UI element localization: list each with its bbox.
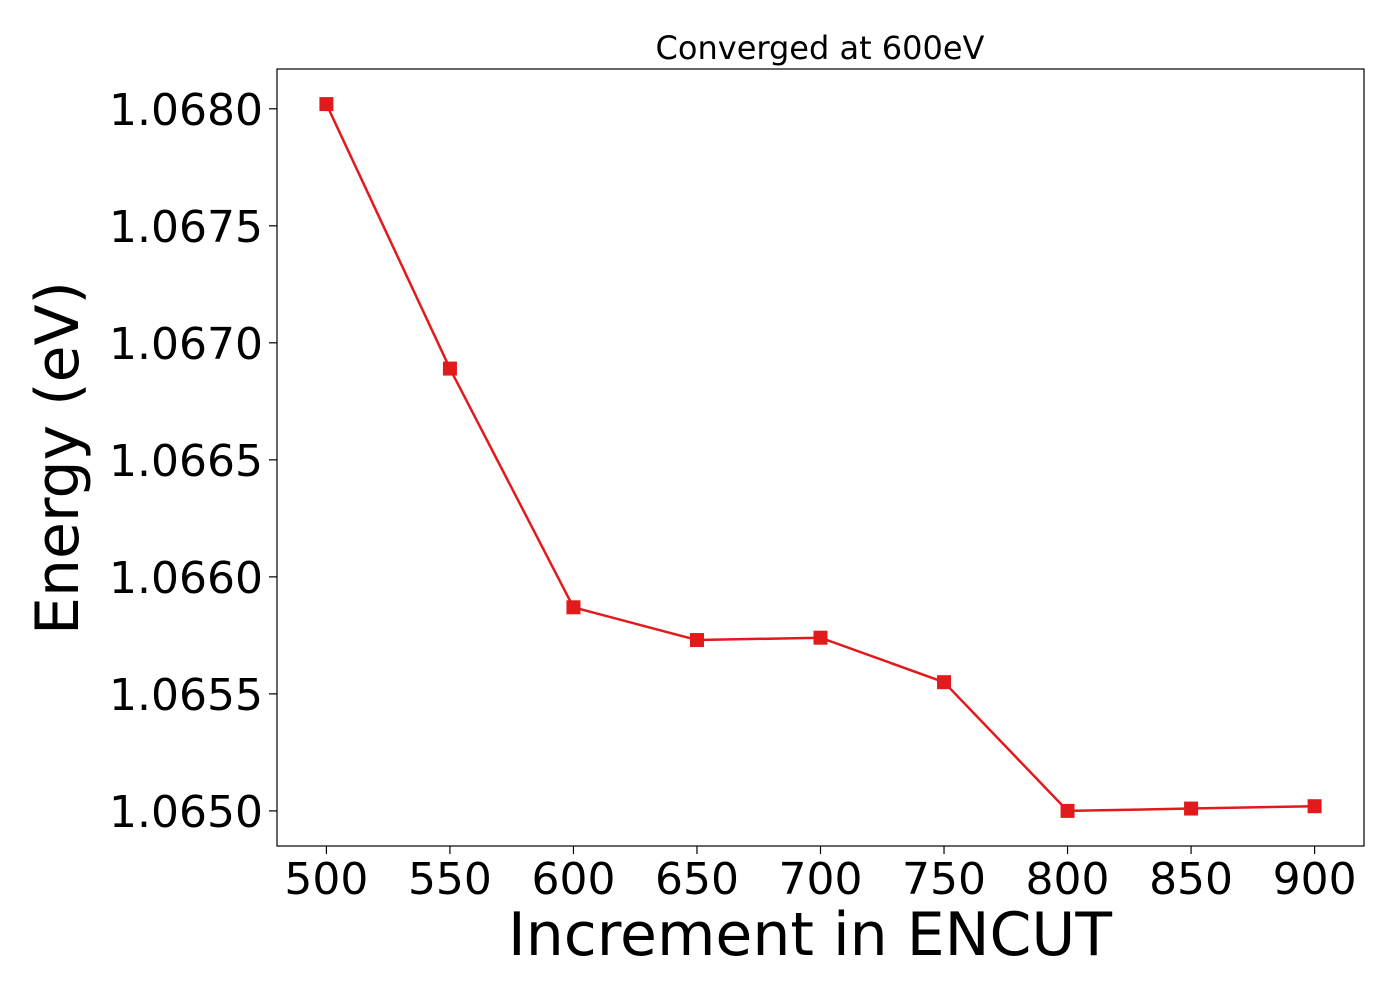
x-axis-label: Increment in ENCUT xyxy=(508,900,1112,970)
x-axis: 500 550 600 650 700 750 800 850 900 xyxy=(284,846,1357,905)
series-line xyxy=(325,103,1315,813)
x-tick-label: 500 xyxy=(284,854,368,905)
x-tick-label: 650 xyxy=(655,854,739,905)
x-tick-label: 900 xyxy=(1273,854,1357,905)
data-point-marker xyxy=(689,633,704,648)
x-tick-label: 550 xyxy=(408,854,492,905)
y-tick-label: 1.0675 xyxy=(109,202,263,253)
series-layer xyxy=(319,97,1322,818)
y-axis-label: Energy (eV) xyxy=(23,281,93,635)
y-tick-label: 1.0680 xyxy=(109,85,263,136)
plot-frame xyxy=(276,68,1365,847)
data-point-marker xyxy=(1307,799,1322,814)
y-tick-label: 1.0650 xyxy=(109,787,263,838)
data-point-marker xyxy=(937,675,952,690)
data-point-marker xyxy=(319,97,334,112)
chart-title: Converged at 600eV xyxy=(656,29,985,67)
y-axis: 1.0650 1.0655 1.0660 1.0665 1.0670 1.0675 1.06… xyxy=(109,85,277,838)
y-tick-label: 1.0665 xyxy=(109,436,263,487)
x-tick-label: 850 xyxy=(1149,854,1233,905)
data-point-marker xyxy=(1060,803,1075,818)
data-point-marker xyxy=(813,630,828,645)
x-tick-label: 750 xyxy=(902,854,986,905)
data-point-marker xyxy=(442,361,457,376)
data-point-marker xyxy=(1184,801,1199,816)
y-tick-label: 1.0670 xyxy=(109,319,263,370)
y-tick-label: 1.0660 xyxy=(109,553,263,604)
x-tick-label: 800 xyxy=(1026,854,1110,905)
data-point-marker xyxy=(566,600,581,615)
y-tick-label: 1.0655 xyxy=(109,670,263,721)
x-tick-label: 600 xyxy=(531,854,615,905)
x-tick-label: 700 xyxy=(779,854,863,905)
